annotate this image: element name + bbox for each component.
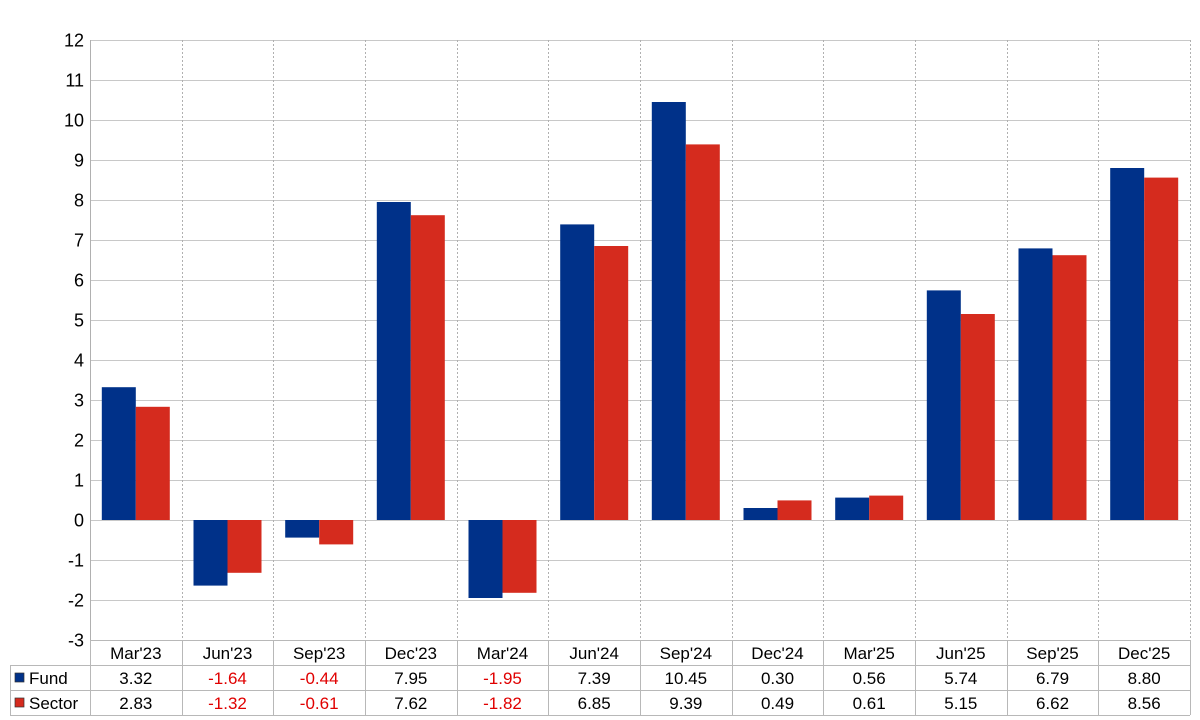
y-tick-label: 8: [74, 191, 84, 211]
legend-swatch-sector: [14, 697, 25, 708]
y-tick-label: 4: [74, 351, 84, 371]
y-tick-label: -1: [68, 551, 84, 571]
bar-sector: [319, 520, 354, 545]
category-label: Sep'23: [293, 644, 345, 663]
category-label: Dec'24: [751, 644, 803, 663]
y-tick-label: 0: [74, 511, 84, 531]
data-table: Mar'23 Jun'23 Sep'23 Dec'23 Mar'24 Jun'24 Sep'…: [10, 640, 1191, 716]
y-tick-label: 11: [65, 71, 84, 91]
category-label: Sep'24: [660, 644, 712, 663]
data-label: 8.56: [1128, 694, 1161, 713]
data-label: -0.61: [300, 694, 339, 713]
data-label: 5.74: [944, 669, 977, 688]
bar-fund: [651, 102, 686, 520]
data-label: 7.62: [394, 694, 427, 713]
bar-sector: [1144, 177, 1179, 520]
data-label: 5.15: [944, 694, 977, 713]
category-label: Dec'25: [1118, 644, 1170, 663]
data-label: 8.80: [1128, 669, 1161, 688]
bar-fund: [743, 508, 778, 520]
data-label: 0.49: [761, 694, 794, 713]
category-label: Jun'24: [569, 644, 619, 663]
data-label: 0.61: [853, 694, 886, 713]
data-label: 6.62: [1036, 694, 1069, 713]
category-label: Dec'23: [385, 644, 437, 663]
bar-fund: [285, 520, 320, 538]
grid: [90, 40, 1191, 641]
category-label: Mar'25: [843, 644, 894, 663]
data-label: 6.85: [578, 694, 611, 713]
bar-fund: [926, 290, 961, 520]
bar-sector: [594, 246, 629, 520]
category-label: Mar'23: [110, 644, 161, 663]
y-tick-label: -2: [68, 591, 84, 611]
category-label: Mar'24: [477, 644, 528, 663]
legend-swatch-fund: [14, 672, 25, 683]
bar-fund: [468, 520, 503, 598]
data-label: 7.95: [394, 669, 427, 688]
bars: [101, 102, 1179, 598]
data-label: -1.82: [483, 694, 522, 713]
bar-sector: [1052, 255, 1087, 520]
y-tick-label: -3: [68, 631, 84, 651]
data-label: 0.56: [853, 669, 886, 688]
data-label: 3.32: [119, 669, 152, 688]
data-label: -1.95: [483, 669, 522, 688]
bar-sector: [777, 500, 812, 520]
category-label: Jun'23: [203, 644, 253, 663]
data-label: 6.79: [1036, 669, 1069, 688]
y-tick-label: 12: [64, 31, 84, 51]
series-name: Fund: [29, 669, 68, 688]
data-label: 2.83: [119, 694, 152, 713]
data-label: 0.30: [761, 669, 794, 688]
y-tick-label: 2: [74, 431, 84, 451]
y-tick-label: 1: [74, 471, 84, 491]
bar-sector: [502, 520, 537, 593]
bar-sector: [960, 314, 995, 520]
y-tick-label: 9: [74, 151, 84, 171]
category-label: Jun'25: [936, 644, 986, 663]
bar-sector: [410, 215, 445, 520]
bar-fund: [376, 202, 411, 520]
y-tick-label: 5: [74, 311, 84, 331]
y-tick-label: 3: [74, 391, 84, 411]
category-label: Sep'25: [1026, 644, 1078, 663]
bar-sector: [227, 520, 262, 573]
data-label: -1.32: [208, 694, 247, 713]
bar-fund: [1018, 248, 1053, 520]
data-label: -0.44: [300, 669, 339, 688]
bar-fund: [101, 387, 136, 520]
y-tick-label: 6: [74, 271, 84, 291]
data-label: 7.39: [578, 669, 611, 688]
bar-fund: [193, 520, 228, 586]
bar-sector: [135, 406, 170, 520]
data-label: 9.39: [669, 694, 702, 713]
series-name: Sector: [29, 694, 78, 713]
y-tick-label: 10: [64, 111, 84, 131]
y-tick-label: 7: [74, 231, 84, 251]
data-label: -1.64: [208, 669, 247, 688]
data-label: 10.45: [665, 669, 708, 688]
bar-sector: [869, 495, 904, 520]
bar-fund: [835, 497, 870, 520]
bar-fund: [1110, 168, 1145, 520]
bar-sector: [685, 144, 720, 520]
bar-fund: [560, 224, 595, 520]
